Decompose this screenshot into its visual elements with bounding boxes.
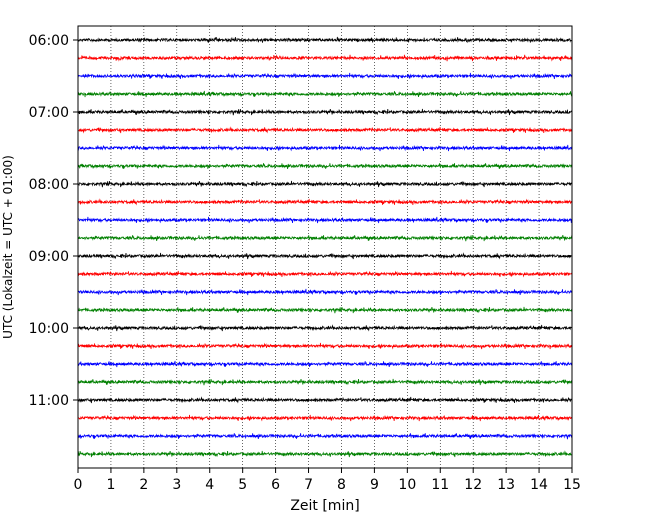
trace-row-20 <box>77 396 573 404</box>
x-tick-label-14: 14 <box>530 477 548 493</box>
trace-row-5 <box>77 126 573 134</box>
x-tick-label-5: 5 <box>238 477 247 493</box>
y-tick-label-07:00: 07:00 <box>29 105 69 121</box>
trace-row-13 <box>77 270 573 278</box>
trace-row-3 <box>77 90 573 98</box>
x-tick-label-6: 6 <box>271 477 280 493</box>
x-tick-label-8: 8 <box>337 477 346 493</box>
x-tick-label-2: 2 <box>139 477 148 493</box>
y-tick-label-06:00: 06:00 <box>29 33 69 49</box>
plot-border <box>77 25 573 469</box>
trace-row-23 <box>77 450 573 458</box>
x-tick-label-13: 13 <box>497 477 515 493</box>
trace-row-7 <box>77 163 573 170</box>
x-tick-label-1: 1 <box>106 477 115 493</box>
x-tick-label-11: 11 <box>431 477 449 493</box>
x-tick-label-3: 3 <box>172 477 181 493</box>
trace-row-16 <box>77 324 573 332</box>
trace-row-18 <box>77 360 573 368</box>
trace-row-1 <box>77 54 573 62</box>
trace-row-21 <box>77 414 573 422</box>
x-tick-label-4: 4 <box>205 477 214 493</box>
y-tick-label-09:00: 09:00 <box>29 249 69 265</box>
trace-row-2 <box>77 72 573 80</box>
trace-row-6 <box>77 144 573 152</box>
x-tick-label-12: 12 <box>464 477 482 493</box>
x-tick-label-10: 10 <box>398 477 416 493</box>
y-tick-label-10:00: 10:00 <box>29 321 69 337</box>
y-tick-label-11:00: 11:00 <box>29 393 69 409</box>
x-tick-label-9: 9 <box>370 477 379 493</box>
x-axis-label: Zeit [min] <box>290 498 359 514</box>
trace-row-0 <box>77 36 573 44</box>
trace-row-10 <box>77 216 573 224</box>
trace-row-11 <box>77 234 573 242</box>
trace-row-17 <box>77 342 573 350</box>
trace-row-22 <box>77 433 573 440</box>
x-axis-ticks: 0 1 2 3 4 5 6 7 8 9 10 11 12 13 14 15 <box>74 468 581 493</box>
trace-row-12 <box>77 252 573 260</box>
trace-row-15 <box>77 306 573 314</box>
x-tick-label-7: 7 <box>304 477 313 493</box>
trace-row-14 <box>77 288 573 296</box>
trace-row-8 <box>77 180 573 188</box>
y-axis-label: UTC (Lokalzeit = UTC + 01:00) <box>1 155 15 339</box>
y-tick-label-08:00: 08:00 <box>29 177 69 193</box>
plot-area <box>78 26 572 468</box>
trace-row-19 <box>77 378 573 386</box>
x-tick-label-0: 0 <box>74 477 83 493</box>
traces-group <box>77 36 573 458</box>
y-axis-ticks: 06:00 07:00 08:00 09:00 10:00 11:00 <box>29 33 78 409</box>
x-tick-label-15: 15 <box>563 477 581 493</box>
plot-frame-group <box>78 26 572 468</box>
trace-row-9 <box>77 198 573 206</box>
trace-row-4 <box>77 108 573 116</box>
